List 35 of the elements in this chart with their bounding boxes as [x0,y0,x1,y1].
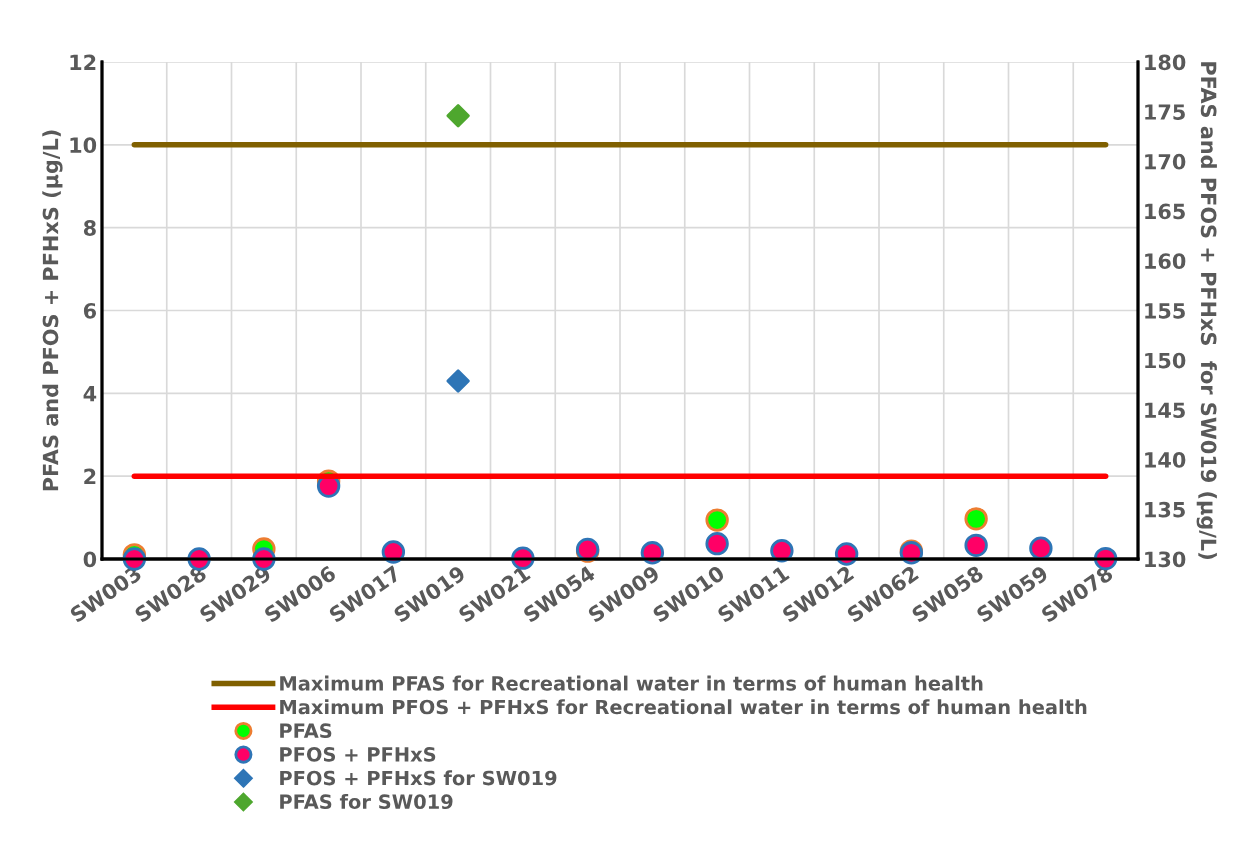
y2-tick-label: 140 [1145,452,1186,468]
y2-tick-label: 180 [1145,54,1186,71]
point [640,541,665,565]
y-axis-title: PFAS and PFOS + PFHxS (µg/L) [42,130,63,491]
y2-tick-label: 160 [1145,253,1186,270]
legend-label: PFAS for SW019 [280,794,453,810]
y2-tick-label: 130 [1145,551,1186,568]
legend-label: PFOS + PFHxS [280,746,436,762]
y-tick-label: 6 [83,302,97,319]
y2-tick-label: 135 [1145,501,1185,518]
point [381,540,406,564]
y-tick-label: 10 [70,137,97,154]
y2-tick-label: 170 [1145,153,1186,170]
point [705,508,729,532]
point [834,542,859,566]
y-tick-label: 12 [70,54,96,70]
legend-label: PFOS + PFHxS for SW019 [280,770,557,786]
point [964,507,988,531]
legend-label: PFAS [280,723,332,739]
legend-label: Maximum PFAS for Recreational water in terms of human health [280,675,983,691]
y-tick-label: 2 [84,468,96,485]
y2-tick-label: 165 [1145,203,1185,220]
y-tick-label: 0 [83,551,97,568]
point [705,531,729,556]
point [770,539,794,563]
y-tick-label: 4 [83,386,97,402]
y2-tick-label: 150 [1145,352,1186,369]
point [964,533,988,558]
y-tick-label: 8 [83,220,96,236]
y2-tick-label: 155 [1145,303,1185,319]
y2-tick-label: 175 [1145,104,1185,120]
y2-tick-label: 145 [1145,402,1185,419]
legend-label: Maximum PFOS + PFHxS for Recreational water in terms of human health [280,699,1087,715]
point [1029,536,1053,560]
y2-axis-title: PFAS and PFOS + PFHxS for SW019 (µg/L) [1196,62,1217,559]
